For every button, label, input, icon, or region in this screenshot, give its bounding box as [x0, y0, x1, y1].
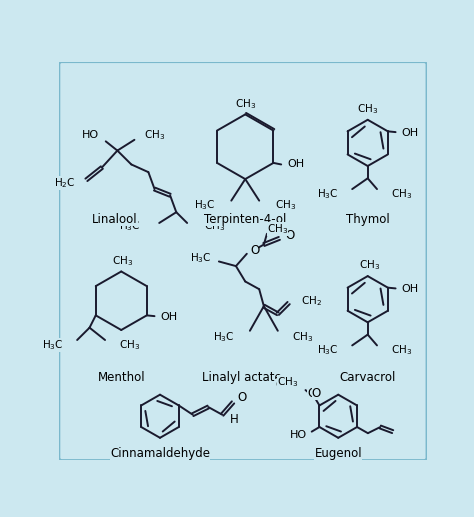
Text: $\mathregular{H_3C}$: $\mathregular{H_3C}$	[213, 330, 235, 344]
Text: $\mathregular{CH_3}$: $\mathregular{CH_3}$	[292, 330, 313, 344]
Text: O: O	[307, 387, 316, 400]
Text: Eugenol: Eugenol	[314, 447, 362, 460]
Text: OH: OH	[402, 128, 419, 138]
Text: $\mathregular{CH_3}$: $\mathregular{CH_3}$	[276, 375, 298, 389]
Text: $\mathregular{CH_3}$: $\mathregular{CH_3}$	[391, 187, 412, 201]
Text: Carvacrol: Carvacrol	[339, 371, 396, 384]
Text: Linalool: Linalool	[92, 214, 138, 226]
Text: $\mathregular{CH_3}$: $\mathregular{CH_3}$	[275, 199, 296, 212]
Text: $\mathregular{CH_3}$: $\mathregular{CH_3}$	[144, 128, 165, 142]
Text: $\mathregular{CH_3}$: $\mathregular{CH_3}$	[267, 222, 288, 236]
Text: $\mathregular{H_3C}$: $\mathregular{H_3C}$	[317, 343, 338, 357]
Text: Cinnamaldehyde: Cinnamaldehyde	[110, 447, 210, 460]
Text: $\mathregular{CH_3}$: $\mathregular{CH_3}$	[119, 338, 140, 352]
Text: $\mathregular{CH_3}$: $\mathregular{CH_3}$	[235, 97, 256, 111]
Text: $\mathregular{H_3C}$: $\mathregular{H_3C}$	[317, 187, 338, 201]
Text: $\mathregular{CH_3}$: $\mathregular{CH_3}$	[359, 258, 380, 272]
Text: O: O	[250, 244, 259, 257]
Text: $\mathregular{CH_3}$: $\mathregular{CH_3}$	[357, 102, 378, 116]
Text: HO: HO	[290, 430, 307, 440]
Text: OH: OH	[287, 159, 304, 170]
Text: Menthol: Menthol	[98, 371, 145, 384]
Text: $\mathregular{H_3C}$: $\mathregular{H_3C}$	[42, 338, 63, 352]
Text: Thymol: Thymol	[346, 214, 390, 226]
Text: $\mathregular{H_3C}$: $\mathregular{H_3C}$	[194, 199, 216, 212]
FancyBboxPatch shape	[59, 62, 427, 460]
Text: $\mathregular{CH_3}$: $\mathregular{CH_3}$	[112, 254, 133, 268]
Text: $\mathregular{CH_2}$: $\mathregular{CH_2}$	[301, 295, 322, 309]
Text: Linalyl actate: Linalyl actate	[201, 371, 281, 384]
Text: $\mathregular{CH_3}$: $\mathregular{CH_3}$	[391, 343, 412, 357]
Text: H: H	[230, 413, 239, 426]
Text: O: O	[237, 391, 247, 404]
Text: OH: OH	[161, 312, 178, 322]
Text: O: O	[285, 229, 295, 242]
Text: $\mathregular{H_3C}$: $\mathregular{H_3C}$	[119, 219, 141, 233]
Text: $\mathregular{CH_3}$: $\mathregular{CH_3}$	[204, 219, 226, 233]
Text: OH: OH	[402, 284, 419, 294]
Text: O: O	[312, 387, 321, 400]
Text: $\mathregular{H_2C}$: $\mathregular{H_2C}$	[54, 176, 75, 190]
Text: $\mathregular{CH_3}$: $\mathregular{CH_3}$	[275, 378, 296, 392]
Text: $\mathregular{H_3C}$: $\mathregular{H_3C}$	[190, 251, 211, 265]
Text: HO: HO	[82, 130, 99, 140]
Text: Terpinten-4-ol: Terpinten-4-ol	[204, 214, 286, 226]
